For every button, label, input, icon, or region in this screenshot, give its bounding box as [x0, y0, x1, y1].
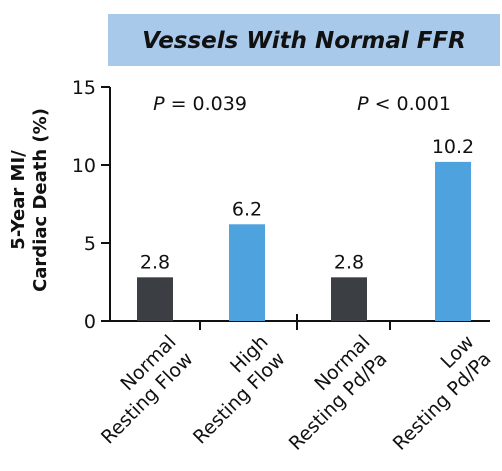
bar	[137, 277, 173, 321]
y-axis-label: Cardiac Death (%)	[30, 108, 51, 292]
value-label: 10.2	[432, 136, 474, 158]
value-label: 6.2	[232, 198, 262, 220]
y-tick-label: 0	[84, 311, 96, 333]
y-tick-label: 15	[72, 77, 96, 99]
bar	[229, 224, 265, 321]
annotation: P < 0.001	[357, 93, 451, 115]
y-tick-label: 10	[72, 155, 96, 177]
annotation-symbol: P	[153, 93, 165, 115]
title-box	[108, 14, 500, 66]
value-label: 2.8	[140, 251, 170, 273]
value-label: 2.8	[334, 251, 364, 273]
annotation-text: < 0.001	[375, 93, 451, 115]
chart-title: Vessels With Normal FFR	[142, 28, 466, 54]
annotation-text: = 0.039	[171, 93, 247, 115]
annotation-symbol: P	[357, 93, 369, 115]
annotation: P = 0.039	[153, 93, 247, 115]
y-axis-label: 5-Year MI/	[8, 150, 29, 250]
y-tick-label: 5	[84, 233, 96, 255]
bar	[435, 161, 471, 321]
bar	[331, 277, 367, 321]
